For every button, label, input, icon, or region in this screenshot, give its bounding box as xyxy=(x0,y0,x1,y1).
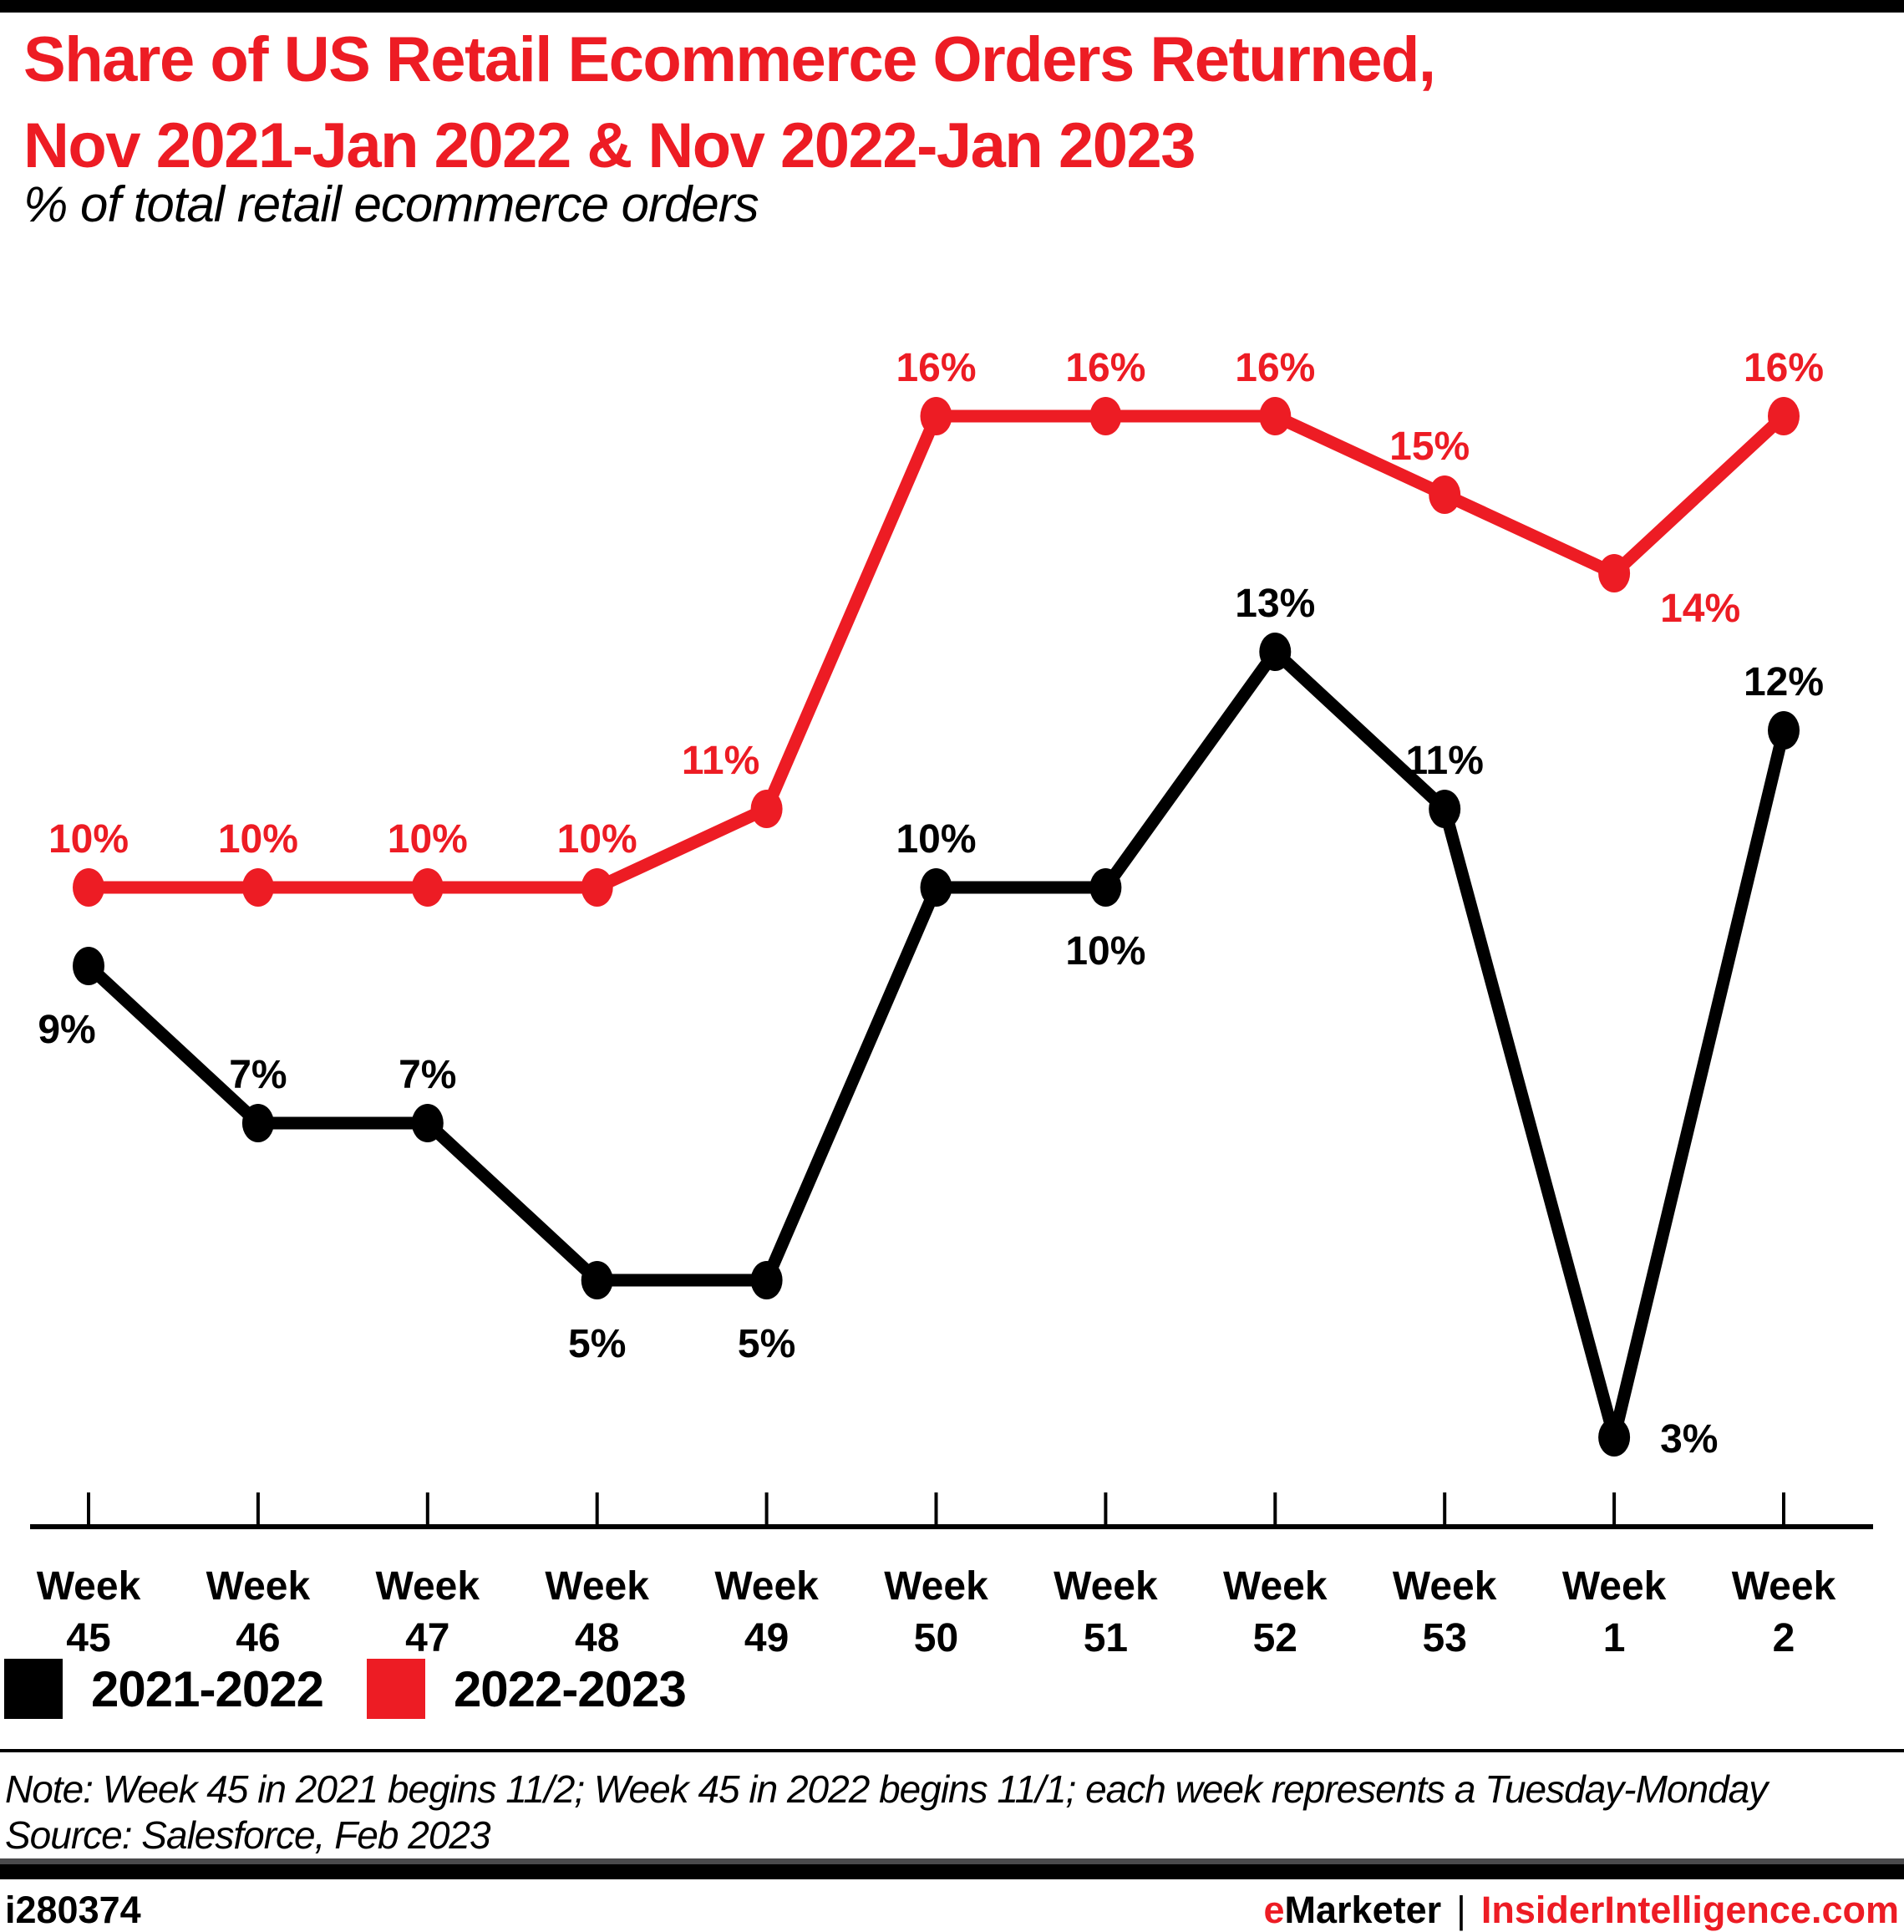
legend: 2021-2022 2022-2023 xyxy=(4,1659,687,1719)
series-line xyxy=(82,645,1790,1444)
divider-rule xyxy=(0,1749,1904,1752)
data-point xyxy=(581,1261,613,1299)
data-label: 12% xyxy=(1744,660,1824,704)
x-tick-label-word: Week xyxy=(37,1564,141,1609)
legend-item-2022-2023: 2022-2023 xyxy=(366,1659,687,1719)
chart-title-line1: Share of US Retail Ecommerce Orders Retu… xyxy=(23,24,1436,95)
x-tick-label-number: 50 xyxy=(914,1616,958,1660)
x-tick-label-number: 49 xyxy=(744,1616,789,1660)
data-label: 5% xyxy=(738,1322,795,1366)
data-point xyxy=(73,868,104,907)
data-point xyxy=(1768,711,1800,750)
data-point xyxy=(1598,554,1631,592)
data-point xyxy=(241,1104,274,1142)
legend-label-2022-2023: 2022-2023 xyxy=(453,1660,687,1717)
series-2021-2022: 9% 7% 7% 5% 5% 10% 10% 13% 11% 3% 12% xyxy=(38,582,1824,1462)
insider-intelligence-link: InsiderIntelligence.com xyxy=(1480,1889,1899,1931)
data-label: 7% xyxy=(399,1053,456,1097)
data-point xyxy=(241,868,274,907)
x-tick-label-number: 47 xyxy=(405,1616,449,1660)
data-label: 14% xyxy=(1660,587,1740,631)
data-label: 7% xyxy=(229,1053,287,1097)
data-point xyxy=(411,868,444,907)
chart-title: Share of US Retail Ecommerce Orders Retu… xyxy=(23,17,1436,189)
note-block: Note: Week 45 in 2021 begins 11/2; Week … xyxy=(5,1767,1768,1858)
data-point xyxy=(1089,868,1122,907)
series-2022-2023: 10% 10% 10% 10% 11% 16% 16% 16% 15% 14% 16% xyxy=(48,346,1824,907)
chart-subtitle: % of total retail ecommerce orders xyxy=(23,176,759,232)
x-tick-label-word: Week xyxy=(1393,1564,1497,1609)
data-label: 16% xyxy=(1744,346,1824,390)
data-point xyxy=(1259,397,1292,435)
x-tick-label-word: Week xyxy=(1562,1564,1667,1609)
emarketer-logo-marketer: Marketer xyxy=(1284,1889,1442,1931)
data-label: 11% xyxy=(1405,739,1483,783)
chart-id: i280374 xyxy=(5,1889,141,1931)
data-point xyxy=(920,397,952,435)
x-tick-label-number: 53 xyxy=(1423,1616,1467,1660)
footer: i280374 eMarketer | InsiderIntelligence.co… xyxy=(5,1889,1899,1932)
x-tick-label-number: 52 xyxy=(1253,1616,1297,1660)
chart-title-line2: Nov 2021-Jan 2022 & Nov 2022-Jan 2023 xyxy=(23,110,1196,181)
data-label: 16% xyxy=(1235,346,1315,390)
legend-swatch-2021-2022 xyxy=(4,1659,63,1719)
note-text: Note: Week 45 in 2021 begins 11/2; Week … xyxy=(5,1767,1768,1811)
top-bar xyxy=(0,0,1904,13)
x-tick-label-word: Week xyxy=(1054,1564,1158,1609)
data-label: 3% xyxy=(1660,1417,1718,1462)
data-point xyxy=(1089,397,1122,435)
x-tick-label-number: 51 xyxy=(1084,1616,1128,1660)
data-label: 13% xyxy=(1235,582,1315,626)
source-text: Source: Salesforce, Feb 2023 xyxy=(5,1813,491,1857)
x-tick-label-number: 1 xyxy=(1603,1616,1626,1660)
data-point xyxy=(1259,633,1292,671)
data-point xyxy=(1598,1418,1631,1457)
x-tick-label-number: 2 xyxy=(1773,1616,1795,1660)
data-label: 10% xyxy=(218,817,298,862)
x-tick-label-word: Week xyxy=(545,1564,649,1609)
data-label: 16% xyxy=(896,346,976,390)
x-tick-label-word: Week xyxy=(1732,1564,1836,1609)
data-label: 10% xyxy=(1065,929,1145,974)
emarketer-logo-e: e xyxy=(1263,1889,1285,1931)
x-tick-label-word: Week xyxy=(1223,1564,1328,1609)
x-axis: Week 45 Week 46 Week 47 Week 48 Week 49 Week 50 Week… xyxy=(30,1492,1873,1660)
bottom-bar xyxy=(0,1858,1904,1879)
data-label: 9% xyxy=(38,1008,95,1052)
data-label: 10% xyxy=(896,817,976,862)
data-label: 15% xyxy=(1389,425,1470,469)
data-point xyxy=(581,868,613,907)
data-label: 10% xyxy=(48,817,129,862)
legend-item-2021-2022: 2021-2022 xyxy=(4,1659,324,1719)
data-point xyxy=(73,947,104,985)
data-label: 16% xyxy=(1065,346,1145,390)
data-label: 11% xyxy=(682,739,759,783)
data-point xyxy=(920,868,952,907)
footer-brands: eMarketer | InsiderIntelligence.com xyxy=(1264,1889,1900,1932)
data-label: 10% xyxy=(557,817,637,862)
data-point xyxy=(1768,397,1800,435)
data-point xyxy=(750,1261,783,1299)
x-tick-label-word: Week xyxy=(376,1564,480,1609)
data-point xyxy=(411,1104,444,1142)
data-label: 10% xyxy=(388,817,468,862)
x-tick-label-number: 48 xyxy=(575,1616,619,1660)
footer-separator: | xyxy=(1456,1889,1466,1931)
x-tick-label-word: Week xyxy=(714,1564,819,1609)
legend-label-2021-2022: 2021-2022 xyxy=(91,1660,324,1717)
x-tick-label-number: 46 xyxy=(236,1616,280,1660)
data-point xyxy=(750,790,783,828)
data-point xyxy=(1429,475,1461,514)
legend-swatch-2022-2023 xyxy=(366,1659,425,1719)
x-tick-label-number: 45 xyxy=(66,1616,110,1660)
data-point xyxy=(1429,790,1461,828)
x-tick-label-word: Week xyxy=(884,1564,988,1609)
x-tick-label-word: Week xyxy=(206,1564,311,1609)
data-label: 5% xyxy=(568,1322,626,1366)
